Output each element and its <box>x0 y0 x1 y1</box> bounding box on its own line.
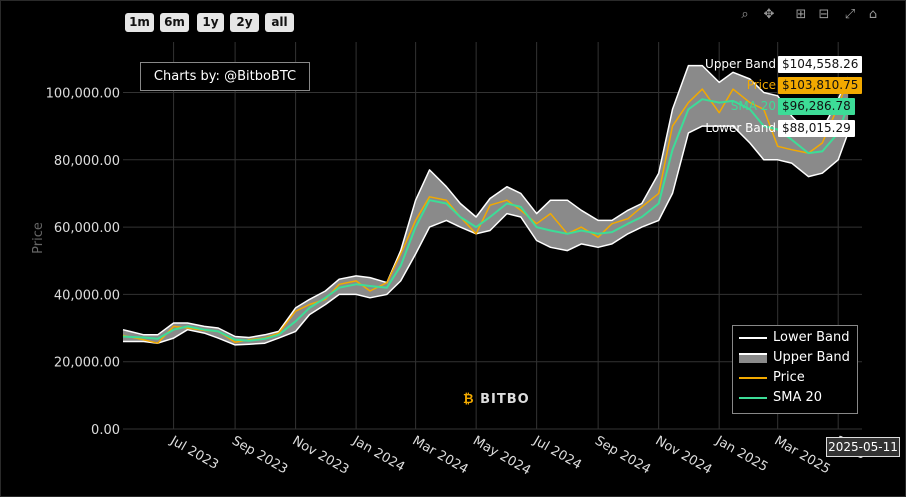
legend-label: Upper Band <box>773 350 850 365</box>
y-tick-label: 60,000.00 <box>54 221 120 236</box>
y-tick-label: 20,000.00 <box>54 356 120 371</box>
legend-item-lower[interactable]: Lower Band <box>733 329 857 347</box>
x-tick-label: Sep 2024 <box>592 433 653 477</box>
pan-icon[interactable]: ✥ <box>763 7 775 22</box>
x-tick-label: Jul 2024 <box>530 433 584 473</box>
y-tick-label: 0.00 <box>91 423 120 438</box>
series-lines <box>122 64 850 346</box>
hover-label-name: Lower Band <box>705 121 776 135</box>
hover-label-value: $96,286.78 <box>778 98 855 115</box>
upper-band-line <box>122 64 849 339</box>
hover-label-name: Price <box>746 78 776 92</box>
legend-label: SMA 20 <box>773 390 823 405</box>
range-button-1m[interactable]: 1m <box>125 13 154 32</box>
legend-swatch <box>739 377 767 379</box>
x-tick-label: Mar 2024 <box>410 433 471 477</box>
hover-label-name: SMA 20 <box>730 99 776 113</box>
hover-label-value: $104,558.26 <box>778 56 863 73</box>
hover-label-value: $88,015.29 <box>778 120 855 137</box>
watermark-text: BITBO <box>480 392 530 407</box>
y-axis-title: Price <box>31 222 46 254</box>
hover-date-label: 2025-05-11 <box>826 437 900 457</box>
legend-item-price[interactable]: Price <box>733 369 857 387</box>
range-button-2y[interactable]: 2y <box>230 13 259 32</box>
hover-label-name: Upper Band <box>705 57 776 71</box>
x-tick-label: Jan 2024 <box>349 433 407 475</box>
x-tick-label: Sep 2023 <box>229 433 290 477</box>
zoom-in-icon[interactable]: ⊞ <box>795 7 807 22</box>
legend-label: Lower Band <box>773 330 850 345</box>
bitbo-logo-icon: ₿ <box>463 392 475 407</box>
reset-axes-icon[interactable]: ⌂ <box>868 7 878 22</box>
legend-item-sma[interactable]: SMA 20 <box>733 389 857 407</box>
chart-credit: Charts by: @BitboBTC <box>140 62 310 91</box>
range-button-1y[interactable]: 1y <box>197 13 224 32</box>
y-tick-label: 100,000.00 <box>46 86 120 101</box>
sma-20-line <box>122 98 850 342</box>
zoom-out-icon[interactable]: ⊟ <box>818 7 830 22</box>
y-tick-label: 80,000.00 <box>54 154 120 169</box>
x-tick-label: May 2024 <box>470 433 533 478</box>
legend-swatch <box>739 397 767 399</box>
zoom-icon[interactable]: ⌕ <box>741 7 749 22</box>
x-tick-label: Mar 2025 <box>772 433 833 477</box>
lower-band-line <box>123 125 849 346</box>
x-tick-label: Jul 2023 <box>167 433 221 473</box>
range-button-6m[interactable]: 6m <box>160 13 189 32</box>
x-tick-label: Nov 2023 <box>290 433 352 477</box>
y-tick-label: 40,000.00 <box>54 288 120 303</box>
legend-item-upper[interactable]: Upper Band <box>733 349 857 367</box>
legend: Lower Band Upper Band Price SMA 20 <box>732 325 858 414</box>
legend-swatch <box>739 337 767 339</box>
range-button-all[interactable]: all <box>265 13 294 32</box>
legend-label: Price <box>773 370 805 385</box>
bitbo-watermark: ₿ BITBO <box>463 391 530 407</box>
x-tick-label: Jan 2025 <box>712 433 770 475</box>
axes: 0.00 20,000.00 40,000.00 60,000.00 80,000.00… <box>46 86 869 478</box>
x-tick-label: Nov 2024 <box>653 433 715 477</box>
hover-label-value: $103,810.75 <box>778 77 863 94</box>
autoscale-icon[interactable]: ⤢ <box>844 7 856 22</box>
legend-swatch <box>739 353 767 363</box>
